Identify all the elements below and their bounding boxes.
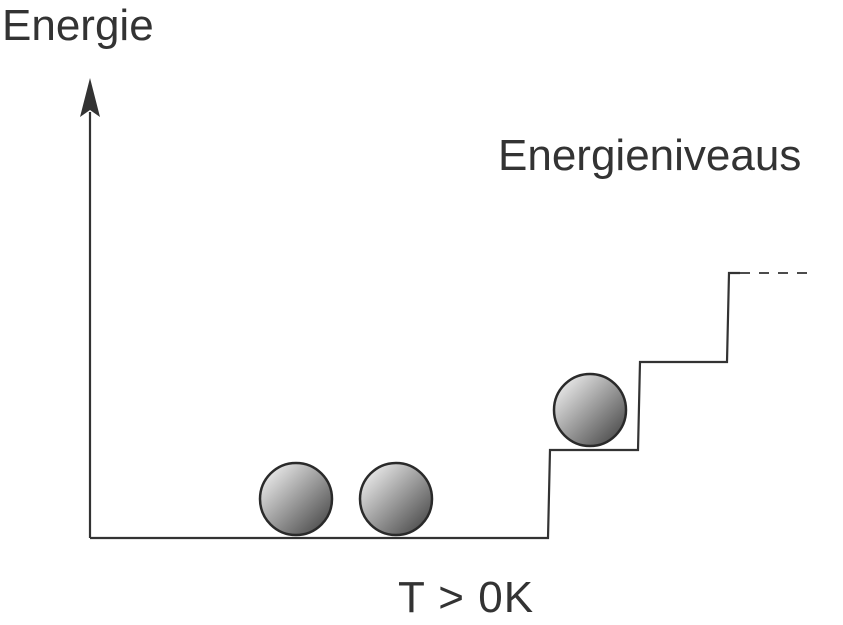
energy-axis-arrowhead <box>80 78 100 117</box>
energy-levels-label: Energieniveaus <box>498 131 802 180</box>
particle-ground-2 <box>358 461 434 537</box>
particle-excited-1 <box>552 372 628 448</box>
energy-axis-label: Energie <box>2 1 154 50</box>
particle-ground-1 <box>258 461 334 537</box>
energy-level-staircase <box>90 271 740 540</box>
temperature-label: T > 0K <box>398 573 535 622</box>
